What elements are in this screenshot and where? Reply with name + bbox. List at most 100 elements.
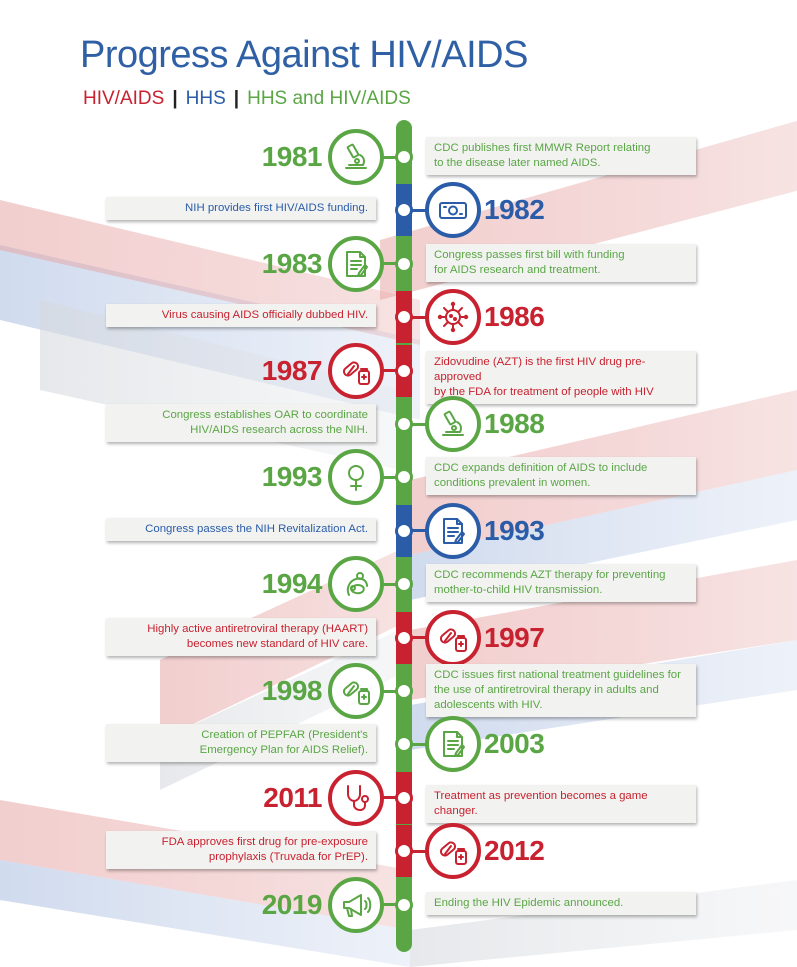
event-icon-circle xyxy=(328,556,384,613)
legend-separator: | xyxy=(233,88,240,109)
event-icon-circle xyxy=(328,663,384,719)
event-year: 1988 xyxy=(484,408,545,439)
connector-line xyxy=(407,849,429,853)
timeline-node xyxy=(395,521,413,540)
female-icon xyxy=(340,461,372,493)
event-year: 1986 xyxy=(484,301,545,333)
event-description: Congress passes the NIH Revitalization A… xyxy=(106,517,376,541)
description-line: CDC publishes first MMWR Report relating xyxy=(434,142,651,154)
description-line: Zidovudine (AZT) is the first HIV drug p… xyxy=(434,355,646,383)
description-line: adolescents with HIV. xyxy=(434,699,543,711)
timeline-node xyxy=(395,468,413,487)
description-line: Virus causing AIDS officially dubbed HIV… xyxy=(161,309,368,322)
description-line: Congress passes the NIH Revitalization A… xyxy=(145,522,368,535)
event-description: Zidovudine (AZT) is the first HIV drug p… xyxy=(426,350,696,404)
event-icon-circle xyxy=(328,342,384,399)
description-line: CDC expands definition of AIDS to includ… xyxy=(434,462,648,475)
event-icon-circle xyxy=(425,823,481,880)
description-line: Creation of PEPFAR (President's xyxy=(201,729,368,742)
event-year: 1998 xyxy=(261,675,323,706)
description-line: CDC issues first national treatment guid… xyxy=(434,669,681,681)
megaphone-icon xyxy=(340,889,372,921)
timeline-node xyxy=(395,628,413,647)
pills-icon xyxy=(340,355,372,387)
event-description: Congress passes first bill with funding f… xyxy=(426,243,696,282)
connector-line xyxy=(376,903,398,907)
event-description: Treatment as prevention becomes a game c… xyxy=(426,784,696,823)
description-line: NIH provides first HIV/AIDS funding. xyxy=(185,202,368,215)
connector-line xyxy=(376,582,398,586)
event-year: 2019 xyxy=(261,888,323,920)
connector-line xyxy=(376,689,398,693)
microscope-icon xyxy=(437,408,469,440)
description-line: Treatment as prevention becomes a game c… xyxy=(434,789,648,817)
pills-icon xyxy=(340,675,372,707)
legend: HIV/AIDS | HHS | HHS and HIV/AIDS xyxy=(83,88,411,110)
description-line: CDC recommends AZT therapy for preventin… xyxy=(434,569,666,582)
event-description: FDA approves first drug for pre-exposure… xyxy=(106,831,376,870)
event-year: 2011 xyxy=(263,781,322,813)
event-description: Virus causing AIDS officially dubbed HIV… xyxy=(106,304,376,328)
description-line: Congress establishes OAR to coordinate xyxy=(162,409,368,421)
connector-line xyxy=(407,422,429,426)
event-icon-circle xyxy=(425,716,481,773)
timeline-node xyxy=(395,148,413,166)
legend-separator: | xyxy=(172,88,178,109)
event-year: 1982 xyxy=(484,194,545,226)
event-icon-circle xyxy=(425,182,481,239)
event-icon-circle xyxy=(328,129,384,185)
description-line: prophylaxis (Truvada for PrEP). xyxy=(208,851,368,864)
connector-line xyxy=(407,208,429,212)
event-description: CDC recommends AZT therapy for preventin… xyxy=(426,564,696,603)
event-year: 1983 xyxy=(261,247,323,279)
description-line: for AIDS research and treatment. xyxy=(434,263,601,276)
description-line: HIV/AIDS research across the NIH. xyxy=(190,424,368,436)
description-line: to the disease later named AIDS. xyxy=(434,157,601,169)
document-icon xyxy=(437,728,469,760)
event-description: Creation of PEPFAR (President's Emergency… xyxy=(106,724,376,763)
event-description: CDC expands definition of AIDS to includ… xyxy=(426,457,696,496)
timeline-node xyxy=(395,254,413,273)
timeline-node xyxy=(395,842,413,861)
timeline-node xyxy=(395,682,413,700)
event-year: 1993 xyxy=(261,461,323,493)
event-year: 2012 xyxy=(484,835,545,867)
event-icon-circle xyxy=(425,502,481,559)
description-line: Highly active antiretroviral therapy (HA… xyxy=(147,622,368,635)
event-description: Congress establishes OAR to coordinate HI… xyxy=(106,404,376,442)
event-description: NIH provides first HIV/AIDS funding. xyxy=(106,197,376,221)
money-icon xyxy=(437,194,469,226)
event-year: 1981 xyxy=(261,141,323,172)
timeline-node xyxy=(395,895,413,914)
event-icon-circle xyxy=(328,449,384,506)
timeline-node xyxy=(395,788,413,807)
connector-line xyxy=(407,529,429,533)
connector-line xyxy=(376,369,398,373)
pills-icon xyxy=(437,835,469,867)
timeline-node xyxy=(395,308,413,327)
microscope-icon xyxy=(340,141,372,173)
stethoscope-icon xyxy=(340,782,372,814)
description-line: FDA approves first drug for pre-exposure xyxy=(161,836,368,849)
timeline-node xyxy=(395,201,413,220)
document-icon xyxy=(437,515,469,547)
description-line: mother-to-child HIV transmission. xyxy=(434,584,603,597)
connector-line xyxy=(376,262,398,266)
connector-line xyxy=(407,742,429,746)
connector-line xyxy=(376,475,398,479)
description-line: Emergency Plan for AIDS Relief). xyxy=(199,744,368,757)
event-description: Highly active antiretroviral therapy (HA… xyxy=(106,617,376,656)
connector-line xyxy=(407,315,429,319)
event-description: CDC issues first national treatment guid… xyxy=(426,664,696,717)
description-line: the use of antiretroviral therapy in adu… xyxy=(434,684,659,696)
legend-item-hiv-aids: HIV/AIDS xyxy=(83,88,165,109)
timeline-node xyxy=(395,415,413,433)
timeline-node xyxy=(395,575,413,594)
legend-item-hhs-and-hiv-aids: HHS and HIV/AIDS xyxy=(247,88,411,109)
document-icon xyxy=(340,248,372,280)
legend-item-hhs: HHS xyxy=(185,88,226,109)
timeline-node xyxy=(395,735,413,754)
description-line: becomes new standard of HIV care. xyxy=(186,637,368,650)
event-icon-circle xyxy=(328,235,384,292)
